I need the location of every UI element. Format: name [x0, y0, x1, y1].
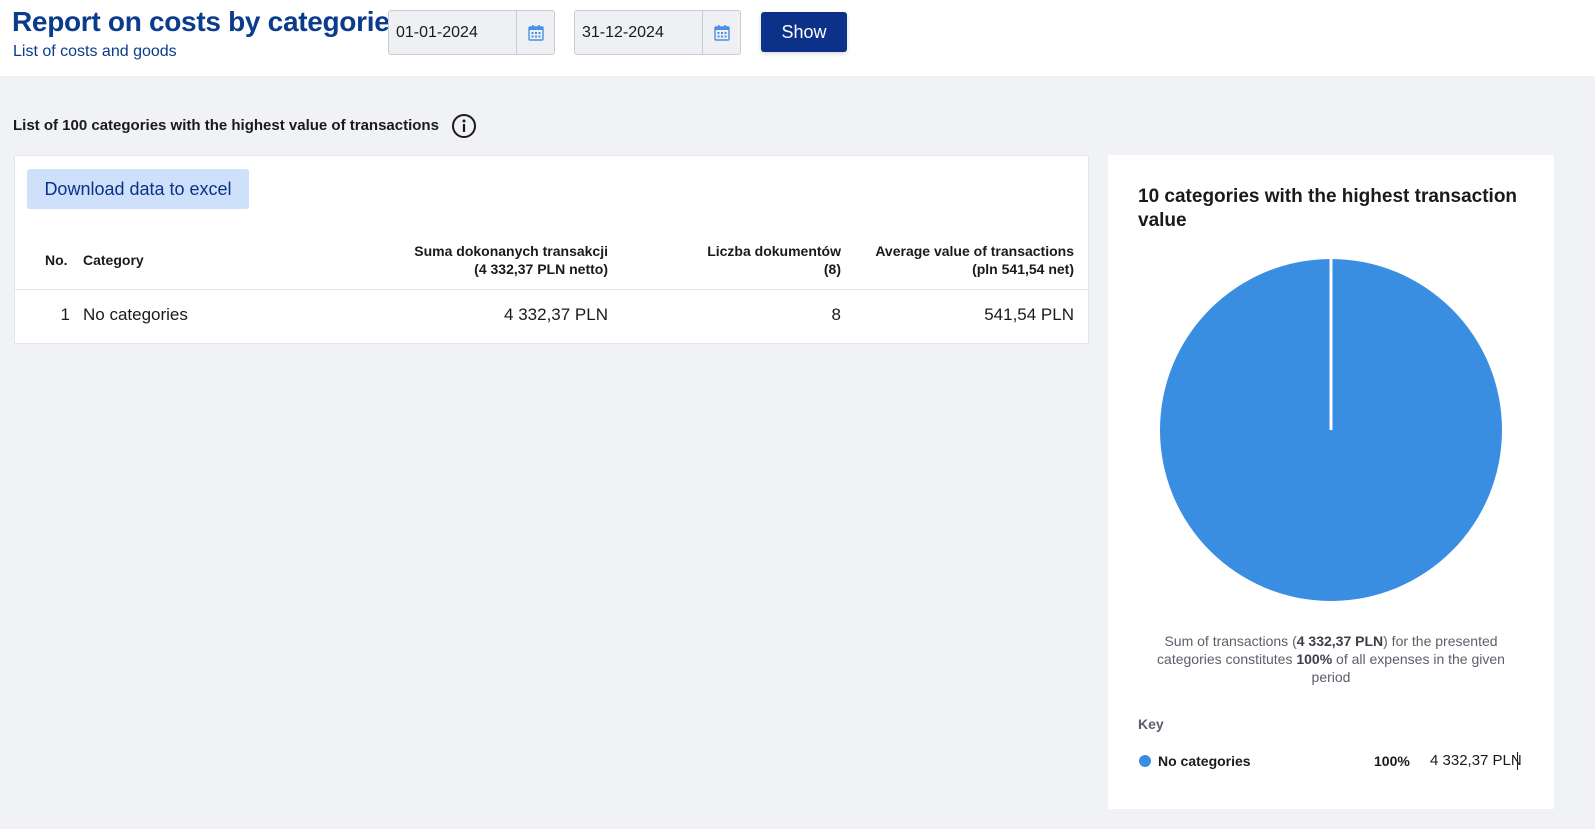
row-sum: 4 332,37 PLN [504, 305, 608, 324]
row-docs: 8 [831, 305, 841, 324]
column-header-category[interactable]: Category [83, 252, 144, 268]
date-from-input[interactable]: 01-01-2024 [389, 11, 517, 54]
legend-value: 4 332,37 PLN [1430, 752, 1522, 769]
date-to-input[interactable]: 31-12-2024 [575, 11, 703, 54]
legend-percent: 100% [1374, 753, 1410, 769]
info-icon[interactable] [451, 113, 477, 139]
caption-text-2: ) for the presented categories constitut… [1157, 633, 1498, 667]
calendar-icon[interactable] [517, 11, 554, 54]
show-button[interactable]: Show [761, 12, 847, 52]
column-header-sum-line1: Suma dokonanych transakcji [414, 243, 608, 259]
download-excel-button[interactable]: Download data to excel [27, 169, 249, 209]
legend-label: No categories [1158, 753, 1251, 769]
calendar-icon[interactable] [703, 11, 740, 54]
legend-color-dot [1139, 755, 1151, 767]
section-title: List of 100 categories with the highest … [13, 117, 439, 134]
row-category: No categories [83, 305, 188, 324]
column-header-docs-line2: (8) [823, 261, 841, 277]
page-title: Report on costs by categories [12, 6, 405, 37]
pie-chart-card: 10 categories with the highest transacti… [1108, 155, 1554, 809]
column-header-average[interactable]: Average value of transactions (pln 541,5… [825, 242, 1074, 278]
column-header-average-line2: (pln 541,54 net) [972, 261, 1074, 277]
column-header-sum-line2: (4 332,37 PLN netto) [474, 261, 608, 277]
column-header-docs[interactable]: Liczba dokumentów (8) [641, 242, 841, 278]
caption-text-3: of all expenses in the given period [1311, 651, 1505, 685]
pie-chart [1160, 259, 1502, 601]
caption-amount: 4 332,37 PLN [1296, 633, 1384, 649]
header-divider [15, 289, 1088, 290]
page-subtitle: List of costs and goods [13, 43, 177, 60]
categories-table-card: Download data to excel No. Category Suma… [14, 155, 1089, 344]
row-average: 541,54 PLN [984, 305, 1074, 324]
row-no: 1 [60, 305, 70, 324]
chart-caption: Sum of transactions (4 332,37 PLN) for t… [1148, 632, 1514, 686]
date-from-field[interactable]: 01-01-2024 [388, 10, 555, 55]
text-cursor [1517, 752, 1518, 770]
column-header-no[interactable]: No. [45, 252, 68, 268]
column-header-docs-line1: Liczba dokumentów [707, 243, 841, 259]
caption-percent: 100% [1296, 651, 1333, 667]
date-to-field[interactable]: 31-12-2024 [574, 10, 741, 55]
column-header-sum[interactable]: Suma dokonanych transakcji (4 332,37 PLN… [358, 242, 608, 278]
top-bar: Report on costs by categories List of co… [0, 0, 1595, 76]
legend-title: Key [1138, 716, 1164, 732]
caption-text-1: Sum of transactions ( [1164, 633, 1297, 649]
column-header-average-line1: Average value of transactions [875, 243, 1074, 259]
chart-title: 10 categories with the highest transacti… [1138, 186, 1518, 231]
